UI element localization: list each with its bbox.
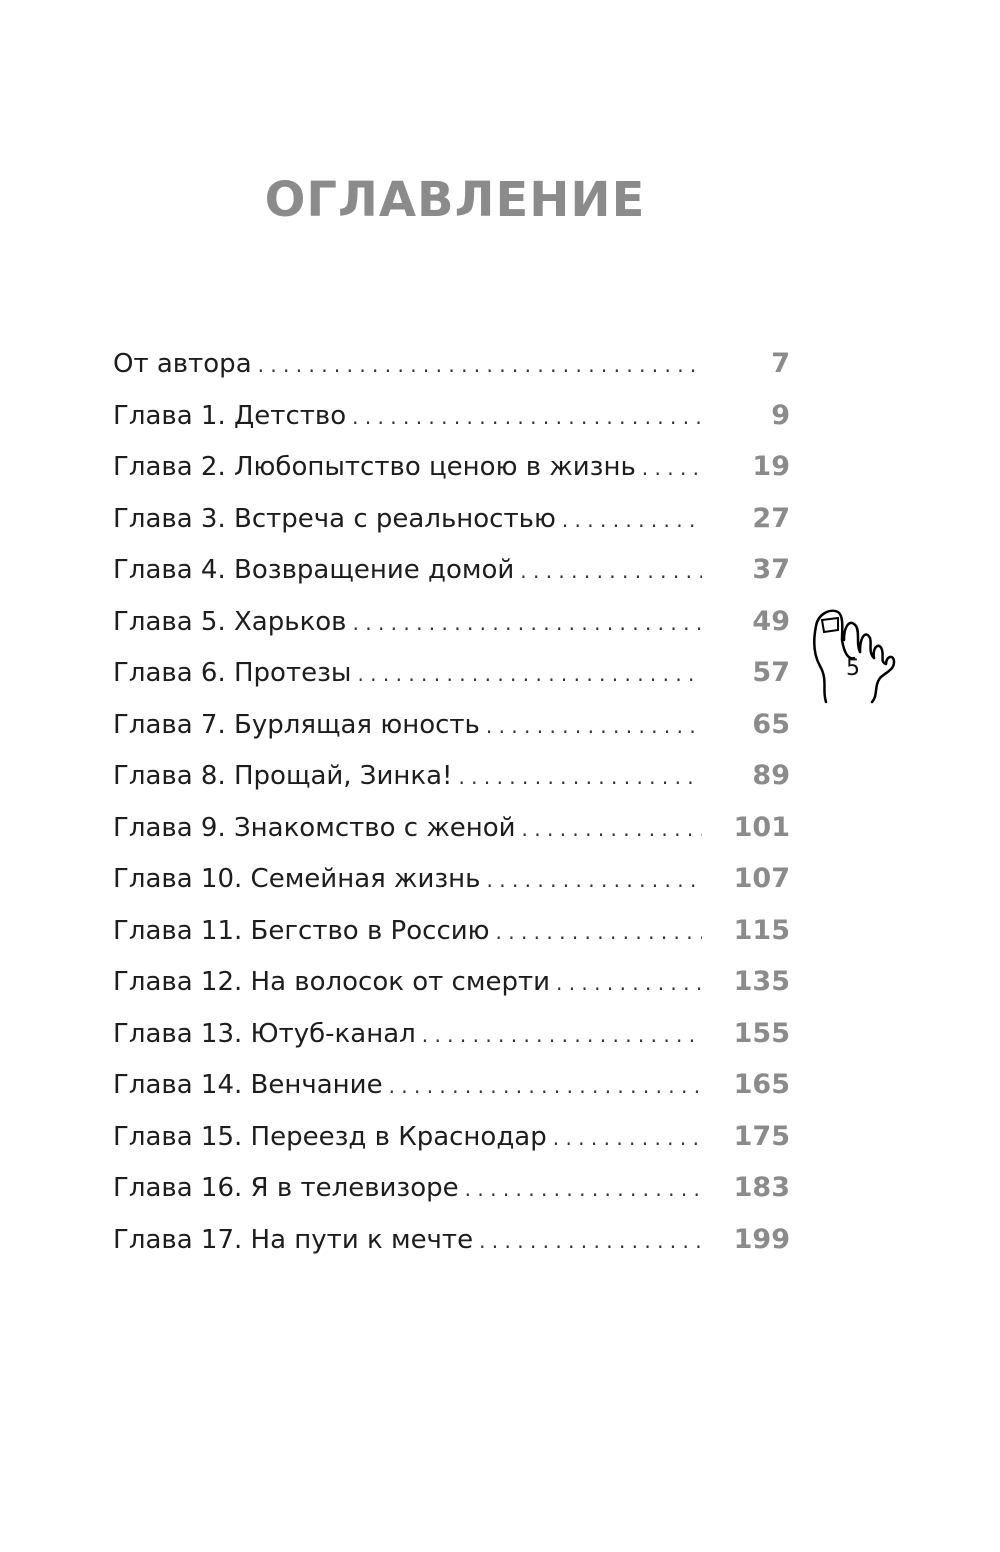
dot-leader	[520, 559, 702, 583]
dot-leader	[357, 662, 702, 686]
toc-entry[interactable]: Глава 8. Прощай, Зинка! 89	[113, 760, 790, 812]
dot-leader	[479, 1229, 702, 1253]
toc-entry[interactable]: Глава 15. Переезд в Краснодар 175	[113, 1121, 790, 1173]
toc-entry-page: 89	[752, 760, 790, 791]
toc-entry-page: 135	[733, 966, 790, 997]
toc-entry-title: Глава 15. Переезд в Краснодар	[113, 1121, 547, 1152]
toc-entry-page: 37	[752, 554, 790, 585]
dot-leader	[642, 456, 702, 480]
toc-entry[interactable]: Глава 12. На волосок от смерти 135	[113, 966, 790, 1018]
dot-leader	[553, 1126, 702, 1150]
toc-entry-page: 7	[771, 348, 790, 379]
toc-entry-title: Глава 9. Знакомство с женой	[113, 812, 516, 843]
toc-entry-title: Глава 11. Бегство в Россию	[113, 915, 490, 946]
toc-entry-title: Глава 1. Детство	[113, 400, 347, 431]
dot-leader	[486, 714, 702, 738]
page-title: ОГЛАВЛЕНИЕ	[264, 172, 646, 228]
toc-entry[interactable]: Глава 7. Бурлящая юность 65	[113, 709, 790, 761]
toc-entry-title: Глава 8. Прощай, Зинка!	[113, 761, 453, 791]
page-number: 5	[846, 656, 860, 681]
toc-entry-title: Глава 13. Ютуб-канал	[113, 1018, 416, 1049]
dot-leader	[389, 1074, 702, 1098]
toc-entry-page: 183	[733, 1172, 790, 1203]
dot-leader	[522, 817, 702, 841]
toc-entry-page: 155	[733, 1017, 790, 1049]
toc-entry[interactable]: Глава 9. Знакомство с женой 101	[113, 812, 790, 864]
toc-entry[interactable]: От автора 7	[113, 348, 790, 400]
toc-entry[interactable]: Глава 10. Семейная жизнь 107	[113, 863, 790, 915]
toc-entry-title: Глава 12. На волосок от смерти	[113, 967, 550, 997]
dot-leader	[465, 1177, 702, 1201]
dot-leader	[458, 765, 702, 789]
toc-entry-title: Глава 5. Харьков	[113, 606, 347, 637]
toc-entry-title: Глава 4. Возвращение домой	[113, 555, 515, 585]
toc-entry-page: 175	[733, 1120, 790, 1152]
toc-entry[interactable]: Глава 3. Встреча с реальностью 27	[113, 503, 790, 555]
toc-entry-title: Глава 14. Венчание	[113, 1070, 383, 1100]
toc-entry-title: Глава 6. Протезы	[113, 658, 352, 688]
toc-entry-page: 57	[752, 657, 790, 688]
toc-entry-title: Глава 2. Любопытство ценою в жизнь	[113, 452, 636, 482]
toc-entry-page: 27	[752, 502, 790, 534]
dot-leader	[258, 353, 702, 377]
dot-leader	[562, 508, 702, 532]
toc-entry-page: 107	[733, 863, 790, 894]
toc-entry[interactable]: Глава 6. Протезы 57	[113, 657, 790, 709]
dot-leader	[422, 1023, 702, 1047]
dot-leader	[353, 611, 702, 635]
toc-entry[interactable]: Глава 17. На пути к мечте 199	[113, 1224, 790, 1276]
toc-entry[interactable]: Глава 13. Ютуб-канал 155	[113, 1018, 790, 1070]
toc-entry-page: 101	[733, 811, 790, 843]
toc-entry[interactable]: Глава 1. Детство 9	[113, 400, 790, 452]
toc-entry-title: Глава 16. Я в телевизоре	[113, 1173, 459, 1203]
toc-entry-page: 115	[733, 914, 790, 946]
dot-leader	[487, 868, 702, 892]
toc-entry-title: Глава 10. Семейная жизнь	[113, 864, 481, 894]
foot-icon	[813, 609, 896, 704]
dot-leader	[352, 405, 702, 429]
toc-entry-title: От автора	[113, 349, 252, 379]
toc-entry-page: 19	[752, 451, 790, 482]
toc-entry-page: 65	[752, 708, 790, 740]
toc-entry-title: Глава 17. На пути к мечте	[113, 1224, 474, 1255]
toc-entry[interactable]: Глава 2. Любопытство ценою в жизнь 19	[113, 451, 790, 503]
dot-leader	[556, 971, 702, 995]
toc-entry[interactable]: Глава 5. Харьков 49	[113, 606, 790, 658]
toc-entry-page: 165	[733, 1069, 790, 1100]
toc-entry[interactable]: Глава 11. Бегство в Россию 115	[113, 915, 790, 967]
toc-entry-page: 49	[752, 605, 790, 637]
toc-entry[interactable]: Глава 16. Я в телевизоре 183	[113, 1172, 790, 1224]
toc-entry-title: Глава 3. Встреча с реальностью	[113, 503, 556, 534]
toc-entry-title: Глава 7. Бурлящая юность	[113, 709, 480, 740]
toc-entry[interactable]: Глава 4. Возвращение домой 37	[113, 554, 790, 606]
toc-entry-page: 9	[771, 399, 790, 431]
dot-leader	[496, 920, 702, 944]
toc-entry-page: 199	[733, 1223, 790, 1255]
table-of-contents: От автора 7 Глава 1. Детство 9 Глава 2. Любо…	[113, 348, 790, 1275]
toc-entry[interactable]: Глава 14. Венчание 165	[113, 1069, 790, 1121]
